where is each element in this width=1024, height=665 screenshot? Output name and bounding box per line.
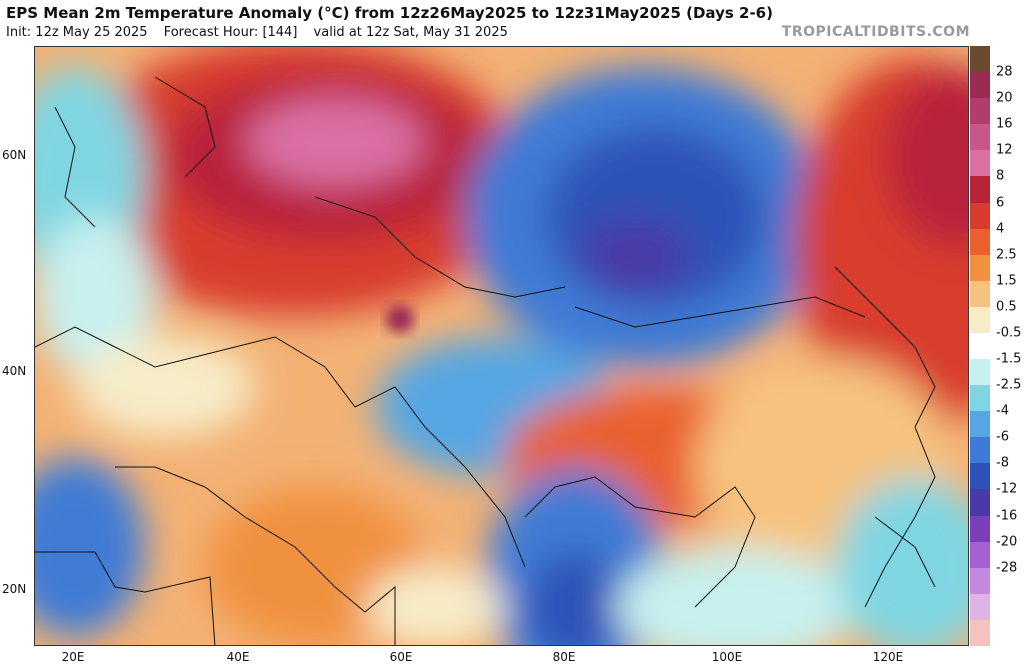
colorbar-label: -16 bbox=[996, 508, 1018, 524]
anomaly-map-canvas bbox=[35, 47, 968, 645]
colorbar-label: 8 bbox=[996, 168, 1005, 184]
anomaly-map bbox=[34, 46, 969, 646]
colorbar-swatch bbox=[970, 593, 990, 621]
colorbar bbox=[970, 46, 990, 647]
colorbar-swatch bbox=[970, 98, 990, 125]
chart-title: EPS Mean 2m Temperature Anomaly (°C) fro… bbox=[6, 4, 773, 22]
colorbar-swatch bbox=[970, 228, 990, 256]
colorbar-swatch bbox=[970, 567, 990, 595]
colorbar-label: -12 bbox=[996, 481, 1018, 497]
colorbar-swatch bbox=[970, 202, 990, 230]
colorbar-swatch bbox=[970, 332, 990, 360]
lon-label-100e: 100E bbox=[711, 650, 743, 664]
lon-label-60e: 60E bbox=[389, 650, 413, 664]
lon-label-20e: 20E bbox=[61, 650, 85, 664]
colorbar-label: 2.5 bbox=[996, 247, 1017, 263]
colorbar-label: 1.5 bbox=[996, 273, 1017, 289]
colorbar-swatch bbox=[970, 619, 990, 647]
colorbar-swatch bbox=[970, 359, 990, 386]
lat-label-20n: 20N bbox=[2, 582, 27, 596]
colorbar-label: 12 bbox=[996, 142, 1013, 158]
colorbar-swatch bbox=[970, 515, 990, 543]
colorbar-swatch bbox=[970, 46, 990, 73]
colorbar-label: 20 bbox=[996, 90, 1013, 106]
colorbar-label: -6 bbox=[996, 429, 1009, 445]
colorbar-swatch bbox=[970, 254, 990, 282]
colorbar-swatch bbox=[970, 385, 990, 412]
colorbar-swatch bbox=[970, 541, 990, 569]
lat-label-60n: 60N bbox=[2, 148, 27, 162]
colorbar-swatch bbox=[970, 72, 990, 99]
lon-label-40e: 40E bbox=[226, 650, 250, 664]
colorbar-swatch bbox=[970, 176, 990, 203]
chart-subtitle: Init: 12z May 25 2025 Forecast Hour: [14… bbox=[6, 25, 520, 40]
colorbar-swatch bbox=[970, 280, 990, 308]
lon-label-80e: 80E bbox=[552, 650, 576, 664]
init-time: Init: 12z May 25 2025 bbox=[6, 25, 148, 40]
colorbar-label: 28 bbox=[996, 64, 1013, 80]
colorbar-swatch bbox=[970, 124, 990, 151]
colorbar-swatch bbox=[970, 411, 990, 438]
colorbar-label: 4 bbox=[996, 221, 1005, 237]
lon-label-120e: 120E bbox=[872, 650, 904, 664]
colorbar-label: 6 bbox=[996, 195, 1005, 211]
colorbar-swatch bbox=[970, 150, 990, 177]
colorbar-swatch bbox=[970, 489, 990, 517]
colorbar-label: -8 bbox=[996, 455, 1009, 471]
colorbar-label: 16 bbox=[996, 116, 1013, 132]
colorbar-label: 0.5 bbox=[996, 299, 1017, 315]
colorbar-swatch bbox=[970, 463, 990, 490]
colorbar-label: -1.5 bbox=[996, 351, 1022, 367]
colorbar-label: -2.5 bbox=[996, 377, 1022, 393]
colorbar-label: -4 bbox=[996, 403, 1009, 419]
colorbar-label: -0.5 bbox=[996, 325, 1022, 341]
valid-time: valid at 12z Sat, May 31 2025 bbox=[313, 25, 508, 40]
colorbar-label: -20 bbox=[996, 534, 1018, 550]
colorbar-swatch bbox=[970, 306, 990, 334]
lat-label-40n: 40N bbox=[2, 364, 27, 378]
forecast-hour: Forecast Hour: [144] bbox=[163, 25, 298, 40]
colorbar-label: -28 bbox=[996, 560, 1018, 576]
coastlines bbox=[35, 76, 936, 645]
site-brand: TROPICALTIDBITS.COM bbox=[781, 24, 970, 40]
colorbar-swatch bbox=[970, 437, 990, 464]
